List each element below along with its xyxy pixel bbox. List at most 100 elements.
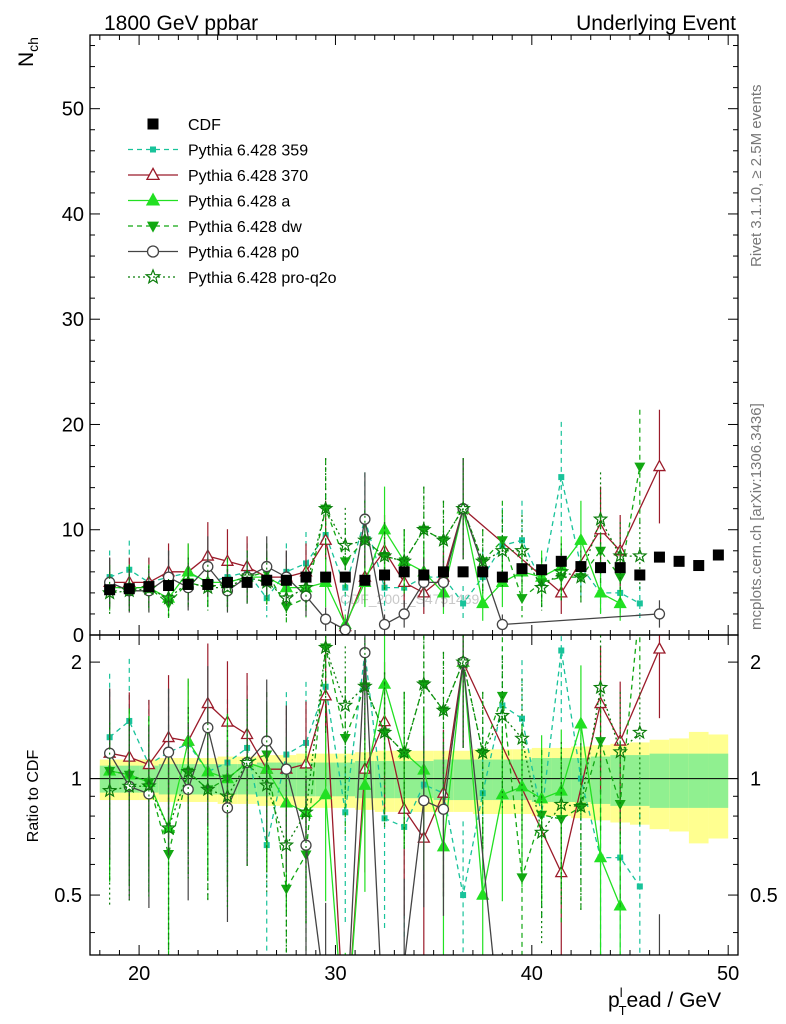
ratio-point-pdw [575, 802, 587, 813]
point-p359 [460, 600, 467, 607]
ratio-point-pa [358, 777, 372, 790]
main-y-label-main: N [15, 52, 38, 67]
point-p359 [636, 600, 643, 607]
ratio-point-pq2o [612, 743, 629, 759]
point-cdf [300, 571, 312, 583]
ratio-point-pq2o [337, 697, 354, 713]
point-cdf [673, 555, 685, 567]
point-pq2o [278, 590, 295, 605]
band-stat [669, 753, 689, 808]
ratio-point-pq2o [533, 824, 550, 840]
ratio-point-pq2o [180, 763, 197, 779]
ratio-point-p370 [652, 641, 667, 654]
ratio-y-tick-label-right: 1 [750, 769, 761, 791]
ratio-point-pq2o [514, 730, 530, 746]
ratio-y-tick-label-right: 2 [750, 652, 761, 674]
ratio-point-pq2o [357, 678, 373, 694]
point-cdf [634, 569, 646, 581]
point-pq2o [474, 553, 491, 568]
point-pp0 [319, 613, 332, 625]
point-pa [613, 596, 627, 609]
ratio-point-pq2o [199, 781, 216, 797]
ratio-point-pq2o [455, 653, 471, 669]
point-cdf [123, 583, 135, 595]
ratio-line-pq2o [109, 647, 641, 847]
ratio-point-pq2o [376, 724, 393, 740]
point-pp0 [359, 513, 371, 525]
point-pdw [575, 573, 587, 584]
point-cdf [516, 563, 528, 575]
ratio-point-pdw [339, 734, 351, 745]
point-pq2o [317, 500, 334, 516]
band-stat [649, 753, 670, 808]
point-pdw [280, 602, 292, 613]
ratio-point-pa [593, 850, 608, 863]
ratio-point-pq2o [258, 777, 275, 792]
point-pq2o [533, 579, 550, 595]
ratio-point-pp0 [182, 783, 194, 796]
point-cdf [555, 555, 567, 567]
x-label-rest: ead / GeV [627, 989, 722, 1012]
ratio-point-pq2o [592, 679, 609, 695]
header-left: 1800 GeV ppbar [104, 12, 258, 35]
point-pa [476, 596, 490, 609]
ratio-y-tick-label-right: 0.5 [750, 885, 778, 907]
ratio-point-pq2o [494, 707, 511, 723]
ratio-point-p359 [519, 715, 525, 722]
mcplots-label: mcplots.cern.ch [arXiv:1306.3436] [748, 403, 765, 630]
point-cdf [712, 549, 724, 561]
legend: CDF Pythia 6.428 359 Pythia 6.428 370 Pythi… [128, 117, 337, 287]
point-pa [593, 585, 608, 598]
point-cdf [320, 571, 332, 583]
y-tick-label: 20 [62, 414, 84, 436]
legend-marker-pp0 [146, 245, 160, 258]
point-p359 [558, 474, 565, 481]
point-pdw [516, 594, 528, 605]
point-pdw [379, 552, 391, 563]
legend-marker-p370 [145, 167, 161, 181]
ratio-point-pq2o [121, 778, 138, 794]
point-pq2o [357, 532, 373, 547]
ratio-point-pq2o [160, 819, 177, 835]
point-pp0 [378, 618, 391, 631]
x-label-sub: T [619, 1003, 627, 1018]
ratio-point-pp0 [221, 802, 234, 814]
ratio-point-pp0 [202, 721, 214, 734]
ratio-plot-area [90, 635, 738, 955]
main-y-label-sub: ch [25, 37, 41, 52]
point-cdf [339, 571, 351, 583]
point-cdf [477, 566, 489, 578]
ratio-point-pdw [437, 706, 449, 717]
ratio-point-p359 [558, 647, 565, 654]
ratio-point-pp0 [300, 839, 312, 851]
x-axis-label: pl Tead / GeV [608, 985, 721, 1018]
point-pq2o [435, 532, 452, 547]
band-stat [688, 753, 709, 808]
ratio-point-pp0 [280, 763, 293, 775]
ratio-point-pa [574, 716, 588, 729]
legend-label-pp0: Pythia 6.428 p0 [188, 245, 299, 262]
point-pq2o [455, 500, 471, 516]
point-cdf [182, 578, 194, 590]
main-plot-area [101, 409, 724, 635]
main-y-label: Nch [15, 37, 41, 67]
legend-label-pa: Pythia 6.428 a [188, 194, 290, 211]
point-pq2o [494, 542, 511, 558]
legend-label-pq2o: Pythia 6.428 pro-q2o [188, 270, 337, 287]
point-cdf [104, 584, 116, 596]
point-pp0 [261, 560, 273, 573]
ratio-point-pdw [536, 810, 548, 821]
header-right: Underlying Event [576, 12, 736, 35]
legend-marker-cdf [147, 118, 159, 130]
ratio-y-tick-label: 2 [71, 652, 82, 674]
point-cdf [496, 571, 508, 583]
point-pp0 [398, 608, 410, 620]
band-stat [472, 759, 493, 801]
point-cdf [143, 581, 155, 593]
point-cdf [595, 562, 607, 574]
legend-marker-p359 [150, 146, 156, 153]
ratio-point-pa [495, 787, 509, 800]
ratio-frame [89, 634, 739, 956]
ratio-point-p359 [499, 702, 506, 709]
ratio-point-pq2o [141, 777, 157, 793]
